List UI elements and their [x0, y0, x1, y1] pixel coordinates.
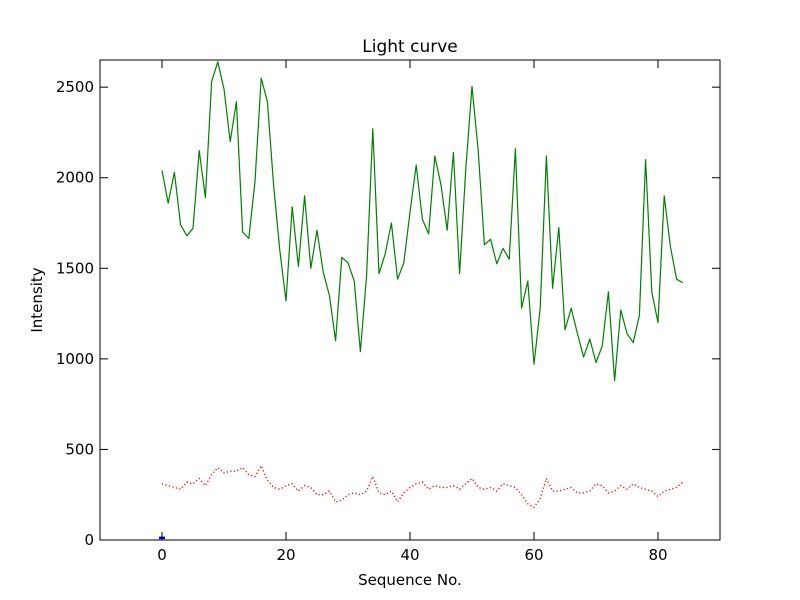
x-tick-label: 0 — [157, 546, 167, 564]
y-tick-label: 500 — [65, 440, 94, 458]
y-tick-label: 1000 — [56, 350, 94, 368]
y-tick-label: 2000 — [56, 169, 94, 187]
x-tick-label: 60 — [524, 546, 543, 564]
x-axis-label: Sequence No. — [358, 571, 462, 589]
y-axis-label: Intensity — [28, 267, 46, 332]
plot-area — [100, 60, 720, 540]
x-tick-label: 80 — [648, 546, 667, 564]
x-tick-label: 40 — [400, 546, 419, 564]
y-tick-label: 2500 — [56, 78, 94, 96]
x-tick-label: 20 — [276, 546, 295, 564]
plot-frame — [99, 59, 721, 541]
y-tick-label: 1500 — [56, 259, 94, 277]
chart-title: Light curve — [362, 37, 457, 57]
series-0-line — [161, 61, 684, 382]
y-tick-label: 0 — [84, 531, 94, 549]
series-1-line — [161, 465, 684, 509]
